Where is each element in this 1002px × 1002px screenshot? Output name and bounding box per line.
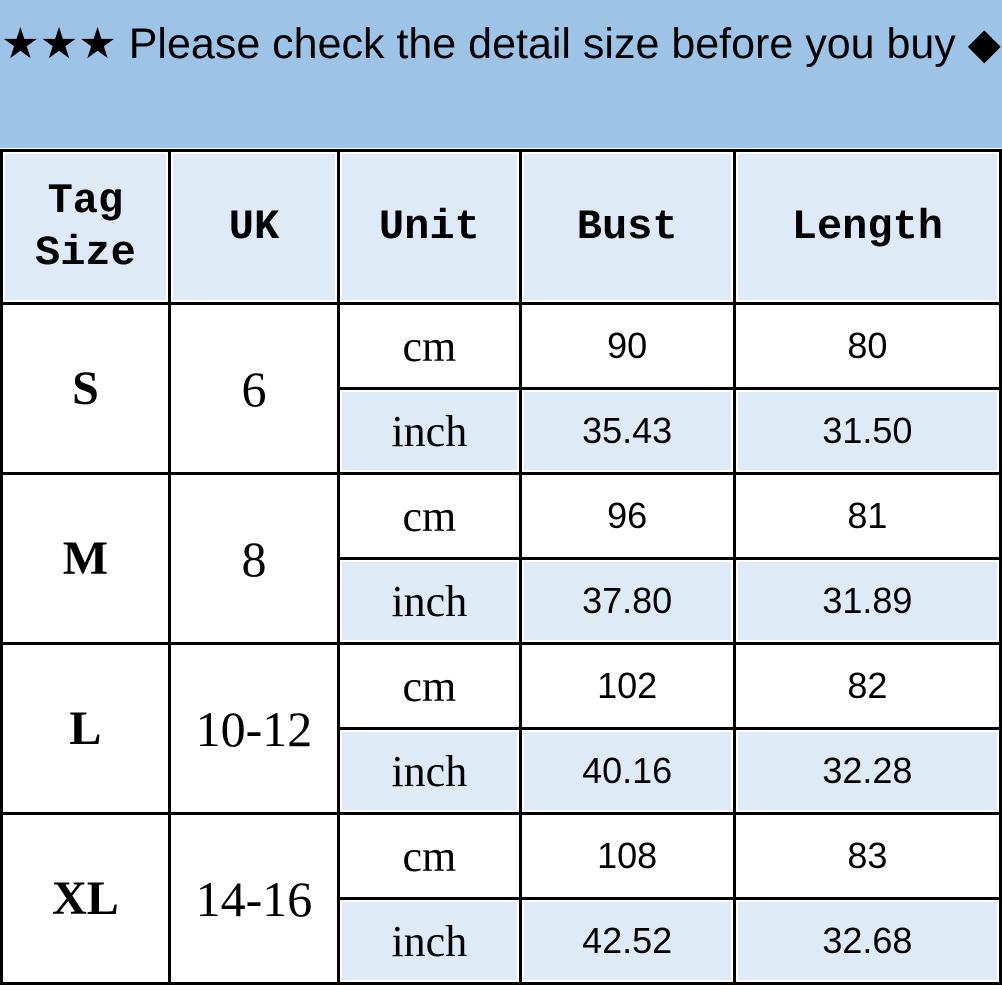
bust-cell: 102 <box>518 642 736 730</box>
header-tag-size: Tag Size <box>0 149 171 305</box>
header-uk: UK <box>167 149 341 305</box>
tag-size-cell: XL <box>0 812 171 985</box>
bust-cell: 37.80 <box>518 557 736 645</box>
size-chart-table: Tag Size UK Unit Bust Length S 6 cm 90 8… <box>0 149 1002 985</box>
bust-cell: 40.16 <box>518 727 736 815</box>
length-cell: 83 <box>732 812 1002 900</box>
unit-cell: inch <box>337 557 522 645</box>
unit-cell: cm <box>337 812 522 900</box>
table-row: M 8 cm 96 81 <box>0 472 1002 645</box>
length-cell: 32.68 <box>732 897 1002 985</box>
table-row: inch 40.16 32.28 <box>2 727 1002 815</box>
length-cell: 32.28 <box>732 727 1002 815</box>
header-unit: Unit <box>337 149 522 305</box>
header-bust: Bust <box>518 149 736 305</box>
length-cell: 31.50 <box>732 387 1002 475</box>
uk-size-cell: 8 <box>167 472 341 645</box>
tag-size-cell: L <box>0 642 171 815</box>
unit-cell: cm <box>337 302 522 390</box>
length-cell: 80 <box>732 302 1002 390</box>
bust-cell: 96 <box>518 472 736 560</box>
length-cell: 82 <box>732 642 1002 730</box>
bust-cell: 90 <box>518 302 736 390</box>
bust-cell: 35.43 <box>518 387 736 475</box>
table-row: S 6 cm 90 80 <box>0 302 1002 475</box>
table-row: XL 14-16 cm 108 83 <box>0 812 1002 985</box>
table-row: inch 42.52 32.68 <box>2 897 1002 985</box>
table-row: inch 37.80 31.89 <box>2 557 1002 645</box>
size-notice-banner: ★★★ Please check the detail size before … <box>0 0 1002 148</box>
header-length: Length <box>732 149 1002 305</box>
unit-cell: cm <box>337 472 522 560</box>
header-row: Tag Size UK Unit Bust Length <box>0 149 1002 305</box>
tag-size-cell: S <box>0 302 171 475</box>
unit-cell: inch <box>337 387 522 475</box>
tag-size-cell: M <box>0 472 171 645</box>
unit-cell: inch <box>337 727 522 815</box>
uk-size-cell: 6 <box>167 302 341 475</box>
unit-cell: inch <box>337 897 522 985</box>
table-row: L 10-12 cm 102 82 <box>0 642 1002 815</box>
length-cell: 31.89 <box>732 557 1002 645</box>
bust-cell: 108 <box>518 812 736 900</box>
bust-cell: 42.52 <box>518 897 736 985</box>
length-cell: 81 <box>732 472 1002 560</box>
table-row: inch 35.43 31.50 <box>2 387 1002 475</box>
uk-size-cell: 14-16 <box>167 812 341 985</box>
unit-cell: cm <box>337 642 522 730</box>
uk-size-cell: 10-12 <box>167 642 341 815</box>
